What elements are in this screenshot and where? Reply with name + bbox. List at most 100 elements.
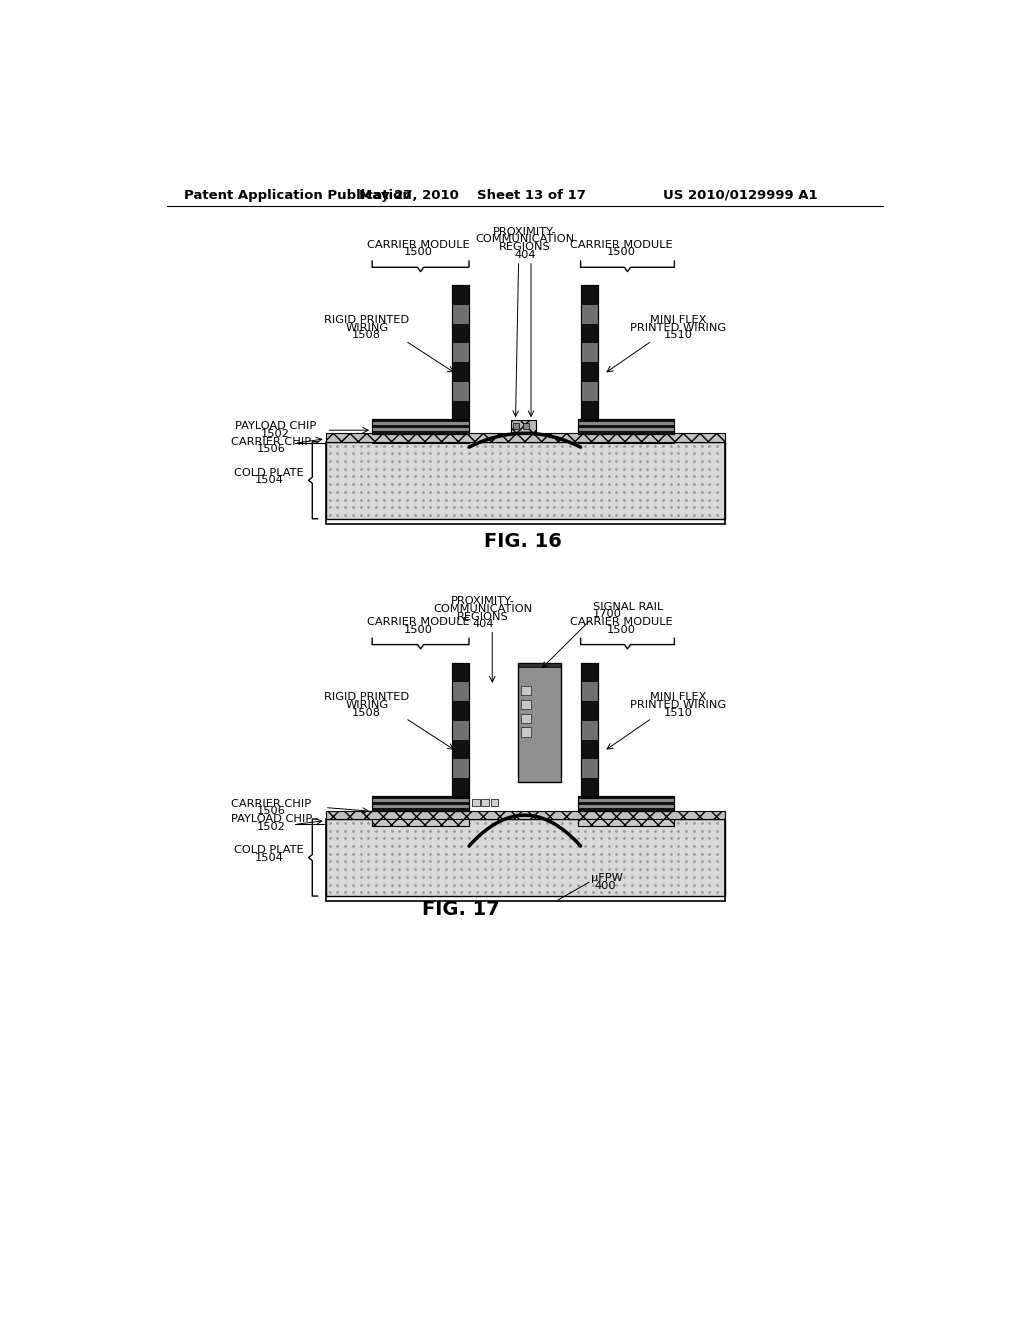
Bar [452,305,469,323]
Bar [521,700,530,709]
Text: REGIONS: REGIONS [499,242,551,252]
Text: 1500: 1500 [606,247,636,257]
Bar [581,721,598,739]
Bar [581,381,598,401]
Bar [518,663,561,668]
Bar [521,727,530,737]
Text: 1500: 1500 [606,624,636,635]
Text: 1504: 1504 [255,853,284,862]
Bar [326,818,725,896]
Text: May 27, 2010: May 27, 2010 [358,189,459,202]
Text: 400: 400 [595,880,616,891]
Text: μFPW: μFPW [592,874,624,883]
Text: WIRING: WIRING [345,700,388,710]
Text: COLD PLATE: COLD PLATE [234,845,304,855]
Bar [372,809,469,817]
Text: 1510: 1510 [664,330,693,341]
Text: PROXIMITY-: PROXIMITY- [452,597,515,606]
Bar [521,686,530,696]
Text: Patent Application Publication: Patent Application Publication [183,189,412,202]
Bar [481,799,489,807]
Bar [523,424,529,429]
Text: COMMUNICATION: COMMUNICATION [475,234,574,244]
Text: 1504: 1504 [255,475,284,486]
Bar [578,796,675,812]
Text: COMMUNICATION: COMMUNICATION [433,603,532,614]
Text: CARRIER MODULE: CARRIER MODULE [367,616,469,627]
Bar [581,285,598,305]
Text: 1506: 1506 [257,807,286,816]
Text: MINI FLEX: MINI FLEX [650,315,707,325]
Bar [372,808,469,812]
Text: 1500: 1500 [403,624,432,635]
Bar [372,418,469,434]
Text: PAYLOAD CHIP: PAYLOAD CHIP [234,421,315,432]
Bar [452,323,469,343]
Bar [581,739,598,759]
Bar [578,432,675,442]
Bar [452,363,469,381]
Bar [472,799,480,807]
Bar [581,401,598,420]
Text: US 2010/0129999 A1: US 2010/0129999 A1 [663,189,817,202]
Bar [578,422,675,425]
Text: 404: 404 [472,619,494,630]
Text: CARRIER MODULE: CARRIER MODULE [367,240,469,249]
Bar [578,796,675,799]
Bar [521,714,530,723]
Bar [578,809,675,817]
Bar [578,425,675,428]
Text: CARRIER CHIP: CARRIER CHIP [231,437,311,446]
Bar [452,285,469,420]
Bar [578,418,675,422]
Bar [490,799,499,807]
Bar [372,805,469,808]
Bar [372,425,469,428]
Bar [581,343,598,363]
Bar [372,817,469,826]
Bar [581,285,598,420]
Bar [452,779,469,797]
Text: 1502: 1502 [257,822,286,832]
Bar [372,796,469,812]
Text: 1502: 1502 [261,429,290,440]
Text: 1508: 1508 [352,708,381,718]
Text: PRINTED WIRING: PRINTED WIRING [630,700,726,710]
Text: WIRING: WIRING [345,323,388,333]
Bar [513,424,519,429]
Bar [578,803,675,805]
Bar [581,285,598,420]
Bar [521,727,530,737]
Bar [518,663,561,781]
Bar [521,686,530,696]
Bar [581,663,598,797]
Text: PRINTED WIRING: PRINTED WIRING [630,323,726,333]
Text: 1500: 1500 [403,247,432,257]
Bar [372,418,469,422]
Bar [372,418,469,434]
Bar [372,430,469,434]
Bar [452,381,469,401]
Bar [372,803,469,805]
Bar [511,420,536,433]
Bar [578,808,675,812]
Bar [581,323,598,343]
Text: Sheet 13 of 17: Sheet 13 of 17 [476,189,586,202]
Bar [452,343,469,363]
Bar [326,442,725,519]
Bar [578,805,675,808]
Bar [578,418,675,434]
Bar [452,285,469,420]
Text: FIG. 16: FIG. 16 [484,532,562,552]
Text: REGIONS: REGIONS [457,611,509,622]
Text: RIGID PRINTED: RIGID PRINTED [325,315,410,325]
Bar [578,799,675,803]
Bar [581,682,598,701]
Bar [452,759,469,779]
Bar [452,663,469,797]
Bar [581,779,598,797]
Bar [581,663,598,682]
Bar [581,759,598,779]
Bar [581,363,598,381]
Bar [452,682,469,701]
